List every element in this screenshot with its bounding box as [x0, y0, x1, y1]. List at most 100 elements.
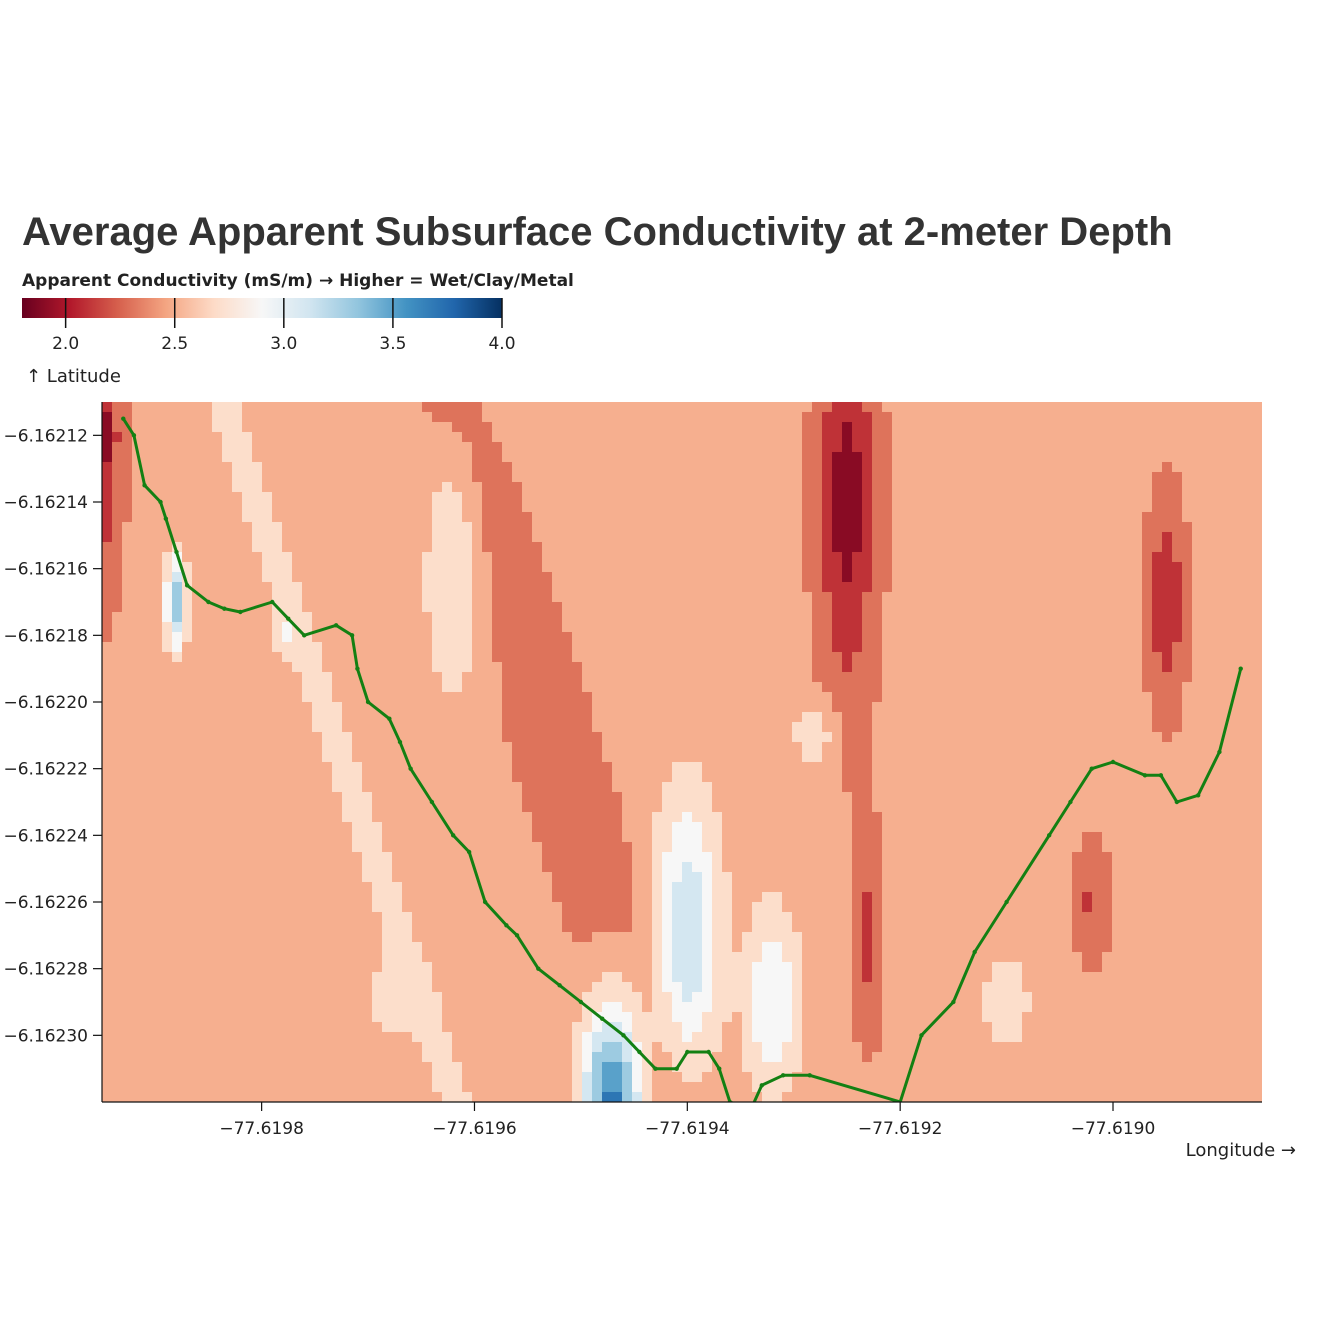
heatmap-cell [102, 702, 113, 713]
heatmap-cell [992, 752, 1003, 763]
heatmap-cell [702, 762, 713, 773]
heatmap-cell [532, 622, 543, 633]
heatmap-cell [342, 652, 353, 663]
heatmap-cell [592, 692, 603, 703]
heatmap-cell [542, 662, 553, 673]
heatmap-cell [1182, 672, 1193, 683]
heatmap-cell [972, 792, 983, 803]
heatmap-cell [782, 612, 793, 623]
heatmap-cell [502, 432, 513, 443]
heatmap-cell [402, 562, 413, 573]
heatmap-cell [692, 472, 703, 483]
heatmap-cell [402, 492, 413, 503]
heatmap-cell [162, 652, 173, 663]
heatmap-cell [262, 512, 273, 523]
heatmap-cell [1252, 502, 1262, 513]
heatmap-cell [1152, 542, 1163, 553]
heatmap-cell [922, 712, 933, 723]
chart-title: Average Apparent Subsurface Conductivity… [22, 210, 1173, 254]
heatmap-cell [582, 512, 593, 523]
heatmap-cell [362, 792, 373, 803]
heatmap-cell [942, 772, 953, 783]
heatmap-cell [1232, 802, 1243, 813]
heatmap-cell [902, 732, 913, 743]
heatmap-cell [752, 812, 763, 823]
heatmap-cell [262, 792, 273, 803]
heatmap-cell [632, 572, 643, 583]
heatmap-cell [832, 482, 843, 493]
heatmap-cell [542, 452, 553, 463]
heatmap-cell [502, 472, 513, 483]
heatmap-cell [812, 682, 823, 693]
heatmap-cell [312, 402, 323, 413]
heatmap-cell [1222, 512, 1233, 523]
heatmap-cell [1082, 682, 1093, 693]
heatmap-cell [1052, 712, 1063, 723]
heatmap-cell [1092, 402, 1103, 413]
heatmap-cell [392, 532, 403, 543]
heatmap-cell [1252, 462, 1262, 473]
heatmap-cell [782, 742, 793, 753]
heatmap-cell [692, 592, 703, 603]
heatmap-cell [1122, 722, 1133, 733]
heatmap-cell [1192, 502, 1203, 513]
heatmap-cell [712, 662, 723, 673]
heatmap-cell [362, 762, 373, 773]
heatmap-cell [762, 732, 773, 743]
heatmap-cell [382, 512, 393, 523]
heatmap-cell [1062, 492, 1073, 503]
heatmap-cell [572, 462, 583, 473]
heatmap-cell [222, 502, 233, 513]
heatmap-cell [1242, 582, 1253, 593]
heatmap-cell [1022, 702, 1033, 713]
heatmap-cell [902, 542, 913, 553]
heatmap-cell [1152, 582, 1163, 593]
heatmap-cell [812, 492, 823, 503]
heatmap-cell [272, 452, 283, 463]
heatmap-cell [562, 812, 573, 823]
heatmap-cell [182, 722, 193, 733]
heatmap-cell [532, 792, 543, 803]
heatmap-cell [642, 472, 653, 483]
heatmap-cell [732, 442, 743, 453]
heatmap-cell [242, 762, 253, 773]
heatmap-cell [102, 612, 113, 623]
heatmap-cell [322, 482, 333, 493]
heatmap-cell [1192, 632, 1203, 643]
heatmap-cell [1082, 642, 1093, 653]
heatmap-cell [1042, 502, 1053, 513]
heatmap-cell [612, 492, 623, 503]
heatmap-cell [392, 682, 403, 693]
heatmap-cell [292, 542, 303, 553]
heatmap-cell [902, 742, 913, 753]
heatmap-cell [572, 402, 583, 413]
heatmap-cell [862, 632, 873, 643]
heatmap-cell [632, 422, 643, 433]
heatmap-cell [702, 562, 713, 573]
heatmap-cell [582, 472, 593, 483]
heatmap-cell [1242, 592, 1253, 603]
heatmap-cell [1042, 692, 1053, 703]
heatmap-cell [742, 782, 753, 793]
heatmap-cell [912, 682, 923, 693]
heatmap-cell [1092, 642, 1103, 653]
heatmap-cell [962, 402, 973, 413]
heatmap-cell [882, 712, 893, 723]
heatmap-cell [1002, 502, 1013, 513]
heatmap-cell [1212, 482, 1223, 493]
heatmap-cell [602, 682, 613, 693]
heatmap-cell [812, 632, 823, 643]
heatmap-cell [282, 642, 293, 653]
heatmap-cell [1212, 452, 1223, 463]
heatmap-cell [312, 682, 323, 693]
heatmap-cell [692, 742, 703, 753]
heatmap-cell [912, 702, 923, 713]
heatmap-cell [352, 572, 363, 583]
heatmap-cell [1172, 702, 1183, 713]
heatmap-cell [492, 412, 503, 423]
heatmap-cell [302, 822, 313, 833]
heatmap-cell [352, 692, 363, 703]
heatmap-cell [892, 572, 903, 583]
heatmap-cell [1042, 662, 1053, 673]
heatmap-cell [162, 532, 173, 543]
